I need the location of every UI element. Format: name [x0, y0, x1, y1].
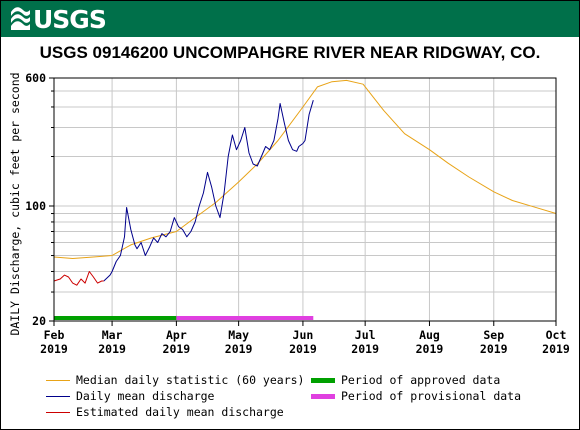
plot-area: [54, 78, 556, 321]
daily-mean-line: [103, 100, 314, 282]
x-tick-label-month: Feb: [44, 328, 65, 342]
y-tick-label: 600: [25, 71, 46, 85]
x-tick-label-month: Aug: [419, 328, 440, 342]
y-tick-label: 20: [32, 314, 46, 328]
x-tick-label-year: 2019: [480, 342, 508, 356]
legend-item-approved: Period of approved data: [311, 372, 500, 388]
legend-item-daily-mean: Daily mean discharge: [46, 388, 214, 404]
x-tick-label-month: Mar: [102, 328, 123, 342]
x-tick-label-month: May: [228, 328, 249, 342]
chart-title: USGS 09146200 UNCOMPAHGRE RIVER NEAR RID…: [39, 43, 541, 62]
x-tick-label-year: 2019: [542, 342, 570, 356]
usgs-banner: USGS: [1, 1, 579, 37]
x-tick-label-year: 2019: [416, 342, 444, 356]
provisional-period-bar: [176, 316, 314, 320]
x-tick-label-month: Jul: [355, 328, 376, 342]
x-tick-label-year: 2019: [225, 342, 253, 356]
x-tick-label-month: Sep: [483, 328, 504, 342]
estimated-line: [53, 271, 104, 286]
legend-label-median: Median daily statistic (60 years): [76, 373, 305, 387]
legend-label-provisional: Period of provisional data: [341, 389, 522, 403]
legend-swatch-provisional: [311, 393, 335, 399]
x-tick-label-year: 2019: [40, 342, 68, 356]
legend-swatch-daily-mean: [46, 395, 70, 397]
x-tick-label-month: Jun: [293, 328, 314, 342]
x-tick-label-month: Oct: [546, 328, 567, 342]
usgs-wave-icon: [11, 7, 30, 30]
legend-item-estimated: Estimated daily mean discharge: [46, 404, 284, 420]
x-tick-label-year: 2019: [98, 342, 126, 356]
legend-item-provisional: Period of provisional data: [311, 388, 521, 404]
legend-label-approved: Period of approved data: [341, 373, 501, 387]
legend: Median daily statistic (60 years) Daily …: [46, 372, 566, 422]
legend-label-estimated: Estimated daily mean discharge: [76, 405, 284, 419]
usgs-logo-text: USGS: [33, 4, 107, 34]
legend-item-median: Median daily statistic (60 years): [46, 372, 304, 388]
legend-label-daily-mean: Daily mean discharge: [76, 389, 215, 403]
y-tick-label: 100: [25, 199, 46, 213]
legend-swatch-approved: [311, 377, 335, 383]
plot-frame: [53, 77, 557, 322]
x-tick-label-year: 2019: [163, 342, 191, 356]
x-tick-label-month: Apr: [166, 328, 187, 342]
usgs-logo[interactable]: USGS: [9, 4, 107, 34]
legend-swatch-estimated: [46, 411, 70, 413]
x-tick-label-year: 2019: [289, 342, 317, 356]
legend-swatch-median: [46, 379, 70, 381]
approved-period-bar: [54, 316, 177, 320]
x-tick-label-year: 2019: [351, 342, 379, 356]
